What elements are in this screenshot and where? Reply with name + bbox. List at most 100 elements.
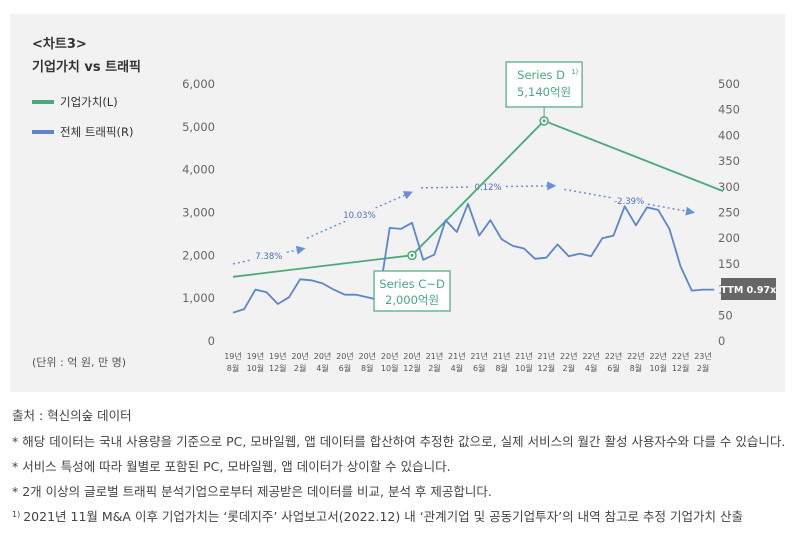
ttm-badge (721, 278, 776, 300)
valuation-marker-dot (542, 119, 546, 123)
x-tick-label-year: 21년 (538, 351, 556, 361)
y-right-tick-label: 200 (718, 231, 740, 245)
x-tick-label-year: 22년 (605, 351, 623, 361)
y-right-tick-label: 50 (718, 308, 733, 322)
callout-box (373, 270, 451, 312)
y-left-tick-label: 3,000 (182, 206, 215, 220)
x-tick-label-year: 19년 (247, 351, 265, 361)
valuation-line (232, 119, 724, 278)
x-tick-label-year: 20년 (336, 351, 354, 361)
y-left-tick-label: 6,000 (182, 77, 215, 91)
footnote-text: 2021년 11월 M&A 이후 기업가치는 ‘롯데지주’ 사업보고서(2022… (23, 509, 743, 525)
y-right-tick-label: 150 (718, 257, 740, 271)
x-tick-label-month: 4월 (451, 363, 463, 373)
traffic-line (232, 202, 715, 314)
growth-label-bg (612, 193, 647, 207)
valuation-marker-dot (410, 253, 414, 257)
y-right-tick-label: 0 (718, 334, 725, 348)
y-right-tick-label: 350 (718, 154, 740, 168)
y-right-tick-label: 300 (718, 180, 740, 194)
x-tick-label-year: 22년 (560, 351, 578, 361)
growth-label: 7.38% (255, 252, 282, 262)
x-tick-label-year: 22년 (672, 351, 690, 361)
x-tick-label-month: 12월 (403, 363, 421, 373)
x-tick-label-year: 20년 (314, 351, 332, 361)
growth-label: 0.12% (475, 183, 502, 193)
y-left-tick-label: 4,000 (182, 163, 215, 177)
x-tick-label-month: 8월 (630, 363, 642, 373)
x-tick-label-year: 20년 (381, 351, 399, 361)
legend-label-valuation: 기업가치(L) (60, 95, 118, 109)
y-right-tick-label: 400 (718, 128, 740, 142)
y-left-tick-label: 5,000 (182, 120, 215, 134)
unit-note: (단위 : 억 원, 만 명) (32, 356, 126, 369)
x-tick-label-year: 22년 (627, 351, 645, 361)
growth-label: -2.39% (614, 197, 644, 207)
y-right-tick-label: 500 (718, 77, 740, 91)
chart: <차트3> 기업가치 vs 트래픽 기업가치(L) 전체 트래픽(R) (단위 … (32, 36, 777, 373)
x-tick-label-year: 21년 (426, 351, 444, 361)
growth-arrow (306, 191, 413, 239)
growth-label-bg (342, 208, 377, 222)
growth-label: 10.03% (343, 211, 375, 221)
growth-arrow (420, 181, 557, 191)
x-tick-label-year: 21년 (493, 351, 511, 361)
callout-label: Series D (517, 68, 565, 82)
x-tick-label-month: 8월 (227, 363, 239, 373)
x-tick-label-year: 21년 (470, 351, 488, 361)
x-tick-label-month: 8월 (361, 363, 373, 373)
callout-amount: 2,000억원 (385, 293, 439, 307)
x-tick-label-year: 20년 (359, 351, 377, 361)
chart-id-label: <차트3> (32, 36, 87, 52)
legend-label-traffic: 전체 트래픽(R) (60, 125, 134, 139)
x-tick-label-month: 10월 (515, 363, 533, 373)
x-tick-label-month: 10월 (247, 363, 265, 373)
x-tick-label-month: 2월 (294, 363, 306, 373)
x-tick-label-month: 12월 (269, 363, 287, 373)
note-line: * 2개 이상의 글로벌 트래픽 분석기업으로부터 제공받은 데이터를 비교, … (12, 484, 492, 500)
growth-label-bg (471, 179, 506, 193)
x-tick-label-year: 22년 (582, 351, 600, 361)
x-tick-label-month: 4월 (585, 363, 597, 373)
x-tick-label-year: 21년 (515, 351, 533, 361)
y-left-tick-label: 2,000 (182, 248, 215, 262)
note-line: * 서비스 특성에 따라 월별로 포함된 PC, 모바일웹, 앱 데이터가 상이… (12, 459, 451, 475)
x-tick-label-month: 10월 (381, 363, 399, 373)
x-tick-label-year: 21년 (448, 351, 466, 361)
note-line: * 해당 데이터는 국내 사용량을 기준으로 PC, 모바일웹, 앱 데이터를 … (12, 434, 786, 450)
x-tick-label-month: 12월 (538, 363, 556, 373)
x-tick-label-month: 2월 (697, 363, 709, 373)
x-tick-label-month: 6월 (339, 363, 351, 373)
callout-footnote-mark: 1) (571, 68, 578, 76)
x-tick-label-month: 2월 (562, 363, 574, 373)
notes-section: 출처 : 혁신의숲 데이터 * 해당 데이터는 국내 사용량을 기준으로 PC,… (12, 402, 788, 530)
x-tick-label-year: 19년 (224, 351, 242, 361)
footnote-line: 1) 2021년 11월 M&A 이후 기업가치는 ‘롯데지주’ 사업보고서(2… (12, 505, 788, 530)
x-tick-label-month: 6월 (473, 363, 485, 373)
x-tick-label-year: 19년 (269, 351, 287, 361)
footnote-mark: 1) (12, 509, 21, 519)
y-left-tick-label: 1,000 (182, 291, 215, 305)
x-tick-label-month: 10월 (649, 363, 667, 373)
source-note: 출처 : 혁신의숲 데이터 (12, 407, 132, 423)
y-left-tick-label: 0 (208, 334, 215, 348)
callout-box (505, 61, 583, 108)
y-right-tick-label: 450 (718, 103, 740, 117)
y-right-tick-label: 250 (718, 206, 740, 220)
legend: 기업가치(L) 전체 트래픽(R) (32, 95, 134, 139)
ttm-badge-label: TTM 0.97x (721, 285, 777, 296)
x-tick-label-month: 8월 (495, 363, 507, 373)
growth-label-bg (251, 249, 286, 263)
callout-label: Series C~D (379, 277, 445, 291)
x-tick-label-year: 20년 (403, 351, 421, 361)
x-tick-label-month: 2월 (428, 363, 440, 373)
callout-amount: 5,140억원 (517, 85, 571, 99)
chart-panel: <차트3> 기업가치 vs 트래픽 기업가치(L) 전체 트래픽(R) (단위 … (10, 14, 785, 392)
x-tick-label-month: 4월 (316, 363, 328, 373)
x-tick-label-month: 12월 (672, 363, 690, 373)
x-tick-label-year: 20년 (291, 351, 309, 361)
x-tick-label-year: 22년 (649, 351, 667, 361)
x-tick-label-year: 23년 (694, 351, 712, 361)
chart-title: 기업가치 vs 트래픽 (32, 59, 141, 75)
x-tick-label-month: 6월 (607, 363, 619, 373)
